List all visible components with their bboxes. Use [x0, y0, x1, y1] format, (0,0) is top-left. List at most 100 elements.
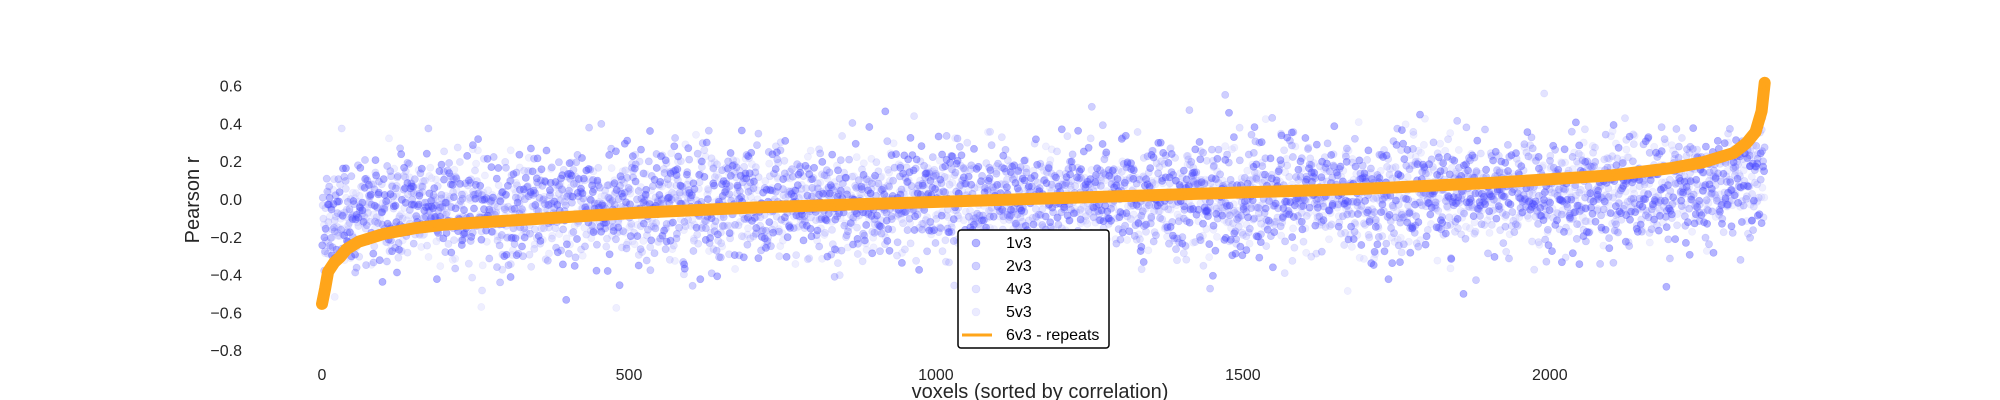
- data-point: [1006, 161, 1014, 170]
- data-point: [1182, 175, 1191, 184]
- data-point: [1443, 152, 1452, 161]
- data-point: [803, 191, 812, 200]
- data-point: [450, 236, 458, 244]
- data-point: [1260, 222, 1269, 231]
- data-point: [527, 262, 536, 271]
- data-point: [821, 228, 829, 237]
- data-point: [1046, 183, 1054, 192]
- data-point: [710, 181, 718, 190]
- data-point: [1270, 228, 1279, 236]
- data-point: [460, 231, 469, 239]
- data-point: [704, 195, 712, 203]
- data-point: [495, 196, 504, 205]
- data-point: [819, 189, 827, 198]
- data-point: [1666, 254, 1674, 263]
- data-point: [810, 163, 818, 172]
- x-axis-label: voxels (sorted by correlation): [912, 381, 1169, 400]
- data-point: [1255, 253, 1264, 262]
- data-point: [860, 236, 869, 245]
- data-point: [1500, 192, 1508, 201]
- data-point: [580, 223, 589, 232]
- data-point: [771, 165, 780, 173]
- y-axis-label: Pearson r: [182, 156, 204, 243]
- data-point: [562, 295, 571, 304]
- data-point: [422, 211, 430, 220]
- data-point: [1048, 203, 1057, 212]
- data-point: [589, 167, 598, 176]
- data-point: [1288, 256, 1297, 265]
- data-point: [581, 242, 589, 251]
- data-point: [979, 216, 988, 225]
- data-point: [427, 174, 436, 183]
- data-point: [861, 239, 870, 248]
- data-point: [1076, 215, 1085, 224]
- data-point: [1726, 124, 1734, 133]
- data-point: [813, 236, 822, 245]
- data-point: [536, 236, 545, 245]
- data-point: [1179, 166, 1188, 175]
- data-point: [876, 173, 885, 182]
- data-point: [390, 164, 399, 173]
- data-point: [1208, 145, 1216, 154]
- data-point: [370, 201, 379, 210]
- data-point: [545, 249, 553, 258]
- data-point: [436, 262, 445, 270]
- data-point: [612, 235, 620, 244]
- data-point: [754, 129, 763, 138]
- data-point: [1100, 155, 1109, 164]
- data-point: [906, 219, 914, 228]
- data-point: [448, 255, 457, 264]
- data-point: [630, 164, 639, 173]
- data-point: [945, 228, 953, 236]
- data-point: [1086, 134, 1095, 143]
- data-point: [752, 224, 761, 232]
- data-point: [1494, 202, 1503, 210]
- data-point: [1199, 219, 1207, 228]
- data-point: [470, 195, 479, 204]
- data-point: [709, 164, 718, 173]
- data-point: [1129, 174, 1138, 183]
- data-point: [1116, 235, 1125, 244]
- data-point: [1224, 206, 1233, 214]
- data-point: [1255, 204, 1264, 213]
- data-point: [1644, 133, 1653, 142]
- data-point: [1280, 269, 1289, 277]
- data-point: [540, 192, 548, 201]
- data-point: [1719, 228, 1728, 237]
- data-point: [700, 172, 709, 181]
- data-point: [570, 261, 579, 270]
- data-point: [479, 188, 488, 197]
- data-point: [1375, 174, 1384, 182]
- data-point: [504, 261, 513, 270]
- data-point: [932, 211, 940, 220]
- data-point: [731, 220, 739, 229]
- data-point: [650, 249, 659, 258]
- data-point: [1328, 200, 1337, 208]
- data-point: [615, 281, 624, 290]
- data-point: [963, 138, 972, 147]
- data-point: [1040, 166, 1048, 175]
- data-point: [792, 251, 801, 259]
- data-point: [1629, 157, 1637, 166]
- data-point: [597, 192, 606, 201]
- data-point: [830, 272, 839, 281]
- data-point: [1232, 209, 1241, 218]
- data-point: [526, 167, 535, 176]
- data-point: [338, 211, 347, 220]
- data-point: [1030, 171, 1039, 180]
- data-point: [1370, 254, 1378, 263]
- data-point: [1370, 247, 1379, 256]
- data-point: [818, 157, 827, 166]
- data-point: [318, 193, 327, 202]
- data-point: [1290, 201, 1299, 210]
- data-point: [563, 240, 571, 249]
- data-point: [1749, 226, 1757, 234]
- data-point: [690, 220, 699, 229]
- data-point: [950, 281, 959, 290]
- data-point: [471, 194, 480, 203]
- data-point: [690, 234, 698, 243]
- data-point: [1295, 217, 1304, 226]
- data-point: [1464, 166, 1472, 175]
- data-point: [386, 240, 395, 249]
- data-point: [1315, 221, 1324, 229]
